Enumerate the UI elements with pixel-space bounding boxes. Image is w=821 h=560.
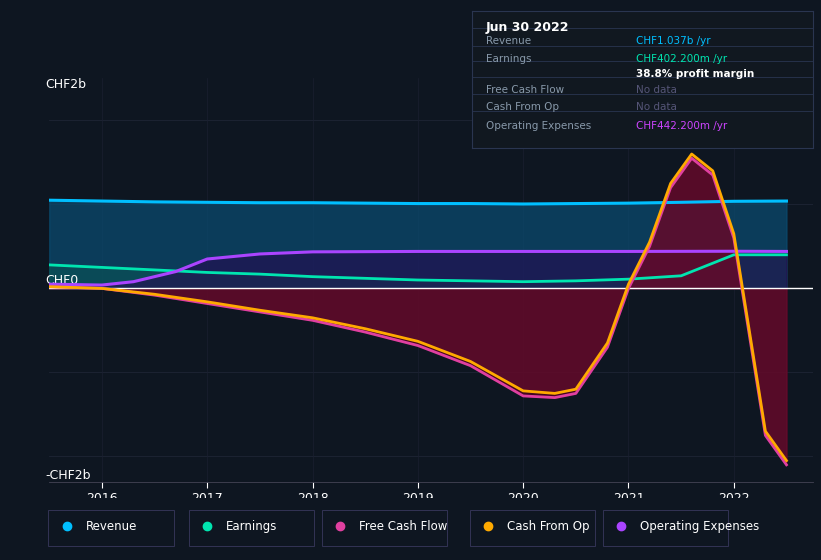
Text: Jun 30 2022: Jun 30 2022 xyxy=(486,21,569,34)
Text: Operating Expenses: Operating Expenses xyxy=(640,520,759,533)
Text: Cash From Op: Cash From Op xyxy=(486,102,559,112)
Text: Free Cash Flow: Free Cash Flow xyxy=(486,85,564,95)
Text: Revenue: Revenue xyxy=(85,520,137,533)
Text: Cash From Op: Cash From Op xyxy=(507,520,589,533)
Text: -CHF2b: -CHF2b xyxy=(45,469,91,482)
Text: No data: No data xyxy=(635,102,677,112)
Text: Free Cash Flow: Free Cash Flow xyxy=(359,520,447,533)
Text: CHF0: CHF0 xyxy=(45,273,79,287)
Text: Earnings: Earnings xyxy=(226,520,277,533)
Text: CHF402.200m /yr: CHF402.200m /yr xyxy=(635,54,727,64)
Text: CHF1.037b /yr: CHF1.037b /yr xyxy=(635,36,710,46)
Text: No data: No data xyxy=(635,85,677,95)
Text: Operating Expenses: Operating Expenses xyxy=(486,121,591,131)
Text: 38.8% profit margin: 38.8% profit margin xyxy=(635,69,754,79)
Text: CHF2b: CHF2b xyxy=(45,78,86,91)
Text: CHF442.200m /yr: CHF442.200m /yr xyxy=(635,121,727,131)
Text: Revenue: Revenue xyxy=(486,36,531,46)
Text: Earnings: Earnings xyxy=(486,54,531,64)
